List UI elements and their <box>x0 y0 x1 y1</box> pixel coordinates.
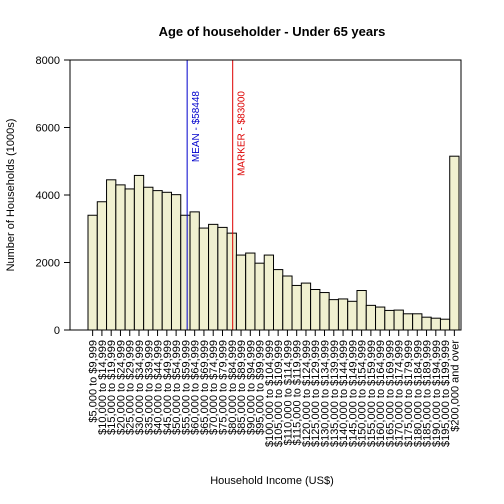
y-tick-label: 8000 <box>36 55 60 67</box>
x-tick-label: $30,000 to $34,999 <box>134 340 146 435</box>
x-tick-label: $25,000 to $29,999 <box>125 340 137 435</box>
plot-frame <box>69 59 462 331</box>
bar-24 <box>300 282 312 331</box>
x-tick-label: $15,000 to $19,999 <box>106 340 118 435</box>
bar-11 <box>180 214 191 331</box>
x-tick-label: $155,000 to $159,999 <box>366 340 378 447</box>
x-tick-label: $55,000 to $59,999 <box>180 340 192 435</box>
x-tick-label: $180,000 to $184,999 <box>412 340 424 447</box>
bar-14 <box>208 223 219 331</box>
bar-28 <box>337 298 349 331</box>
bar-38 <box>430 317 441 331</box>
bar-21 <box>273 269 284 331</box>
x-tick-label: $135,000 to $139,999 <box>329 340 341 447</box>
x-tick-label: $50,000 to $54,999 <box>171 340 183 435</box>
bar-17 <box>235 254 247 331</box>
bar-3 <box>106 179 117 331</box>
bar-9 <box>161 191 172 331</box>
bar-25 <box>310 289 321 331</box>
bar-39 <box>439 318 451 331</box>
x-tick-label: $190,000 to $194,999 <box>431 340 443 447</box>
x-tick-label: $200,000 and over <box>449 340 461 432</box>
x-tick-label: $35,000 to $39,999 <box>143 340 155 435</box>
bar-26 <box>319 292 330 331</box>
x-tick-label: $195,000 to $199,999 <box>440 340 452 447</box>
bar-20 <box>263 254 275 331</box>
bar-34 <box>393 309 404 331</box>
bar-8 <box>152 190 163 331</box>
chart-title: Age of householder - Under 65 years <box>159 24 386 39</box>
reference-line-label: MEAN - $58448 <box>191 91 202 163</box>
x-tick-label: $140,000 to $144,999 <box>338 340 350 447</box>
x-tick-label: $85,000 to $89,999 <box>236 340 248 435</box>
x-tick-label: $150,000 to $154,999 <box>357 340 369 447</box>
x-tick-label: $90,000 to $94,999 <box>245 340 257 435</box>
bar-15 <box>217 226 228 331</box>
x-axis: $5,000 to $9,999$10,000 to $14,999$15,00… <box>88 330 461 447</box>
x-tick-label: $60,000 to $64,999 <box>190 340 202 435</box>
x-tick-label: $120,000 to $124,999 <box>301 340 313 447</box>
bar-7 <box>143 186 154 331</box>
x-tick-label: $185,000 to $189,999 <box>422 340 434 447</box>
x-tick-label: $105,000 to $109,999 <box>273 340 285 447</box>
y-tick-label: 0 <box>54 325 60 337</box>
bar-27 <box>328 299 339 331</box>
bar-2 <box>96 201 108 331</box>
bar-37 <box>421 316 432 331</box>
x-tick-label: $45,000 to $49,999 <box>162 340 174 435</box>
bar-36 <box>412 313 423 331</box>
x-tick-label: $100,000 to $104,999 <box>264 340 276 447</box>
reference-lines-group: MEAN - $58448 MARKER - $83000 <box>186 60 248 330</box>
bar-31 <box>365 304 377 331</box>
x-tick-label: $75,000 to $79,999 <box>217 340 229 435</box>
x-tick-label: $130,000 to $134,999 <box>320 340 332 447</box>
bar-18 <box>245 252 256 331</box>
x-tick-label: $145,000 to $149,999 <box>347 340 359 447</box>
bar-13 <box>198 227 210 331</box>
x-tick-label: $160,000 to $164,999 <box>375 340 387 447</box>
x-tick-label: $70,000 to $74,999 <box>208 340 220 435</box>
x-tick-label: $110,000 to $114,999 <box>282 340 294 445</box>
bar-35 <box>402 313 414 331</box>
bar-16 <box>226 232 237 331</box>
x-tick-label: $125,000 to $129,999 <box>310 340 322 447</box>
x-tick-label: $175,000 to $179,999 <box>403 340 415 447</box>
x-tick-label: $115,000 to $119,999 <box>292 340 304 445</box>
x-tick-label: $5,000 to $9,999 <box>88 340 100 423</box>
bar-12 <box>189 211 200 331</box>
reference-line-label: MARKER - $83000 <box>237 91 248 176</box>
x-tick-label: $40,000 to $44,999 <box>153 340 165 435</box>
bar-33 <box>384 309 395 331</box>
y-axis-title: Number of Households (1000s) <box>5 119 17 272</box>
x-tick-label: $95,000 to $99,999 <box>255 340 267 435</box>
bar-29 <box>347 300 358 331</box>
x-axis-title: Household Income (US$) <box>210 475 334 487</box>
bar-23 <box>291 284 302 331</box>
y-axis: 0 2000 4000 6000 8000 <box>36 55 71 337</box>
bar-1 <box>87 214 98 331</box>
bars-group <box>87 155 460 331</box>
y-tick-label: 6000 <box>36 123 60 135</box>
x-tick-label: $65,000 to $69,999 <box>199 340 211 435</box>
y-tick-label: 2000 <box>36 258 60 270</box>
bar-6 <box>133 174 145 331</box>
bar-19 <box>254 262 265 331</box>
bar-10 <box>170 194 182 331</box>
bar-32 <box>375 306 386 331</box>
bar-22 <box>282 275 293 331</box>
x-tick-label: $165,000 to $169,999 <box>384 340 396 447</box>
y-tick-label: 4000 <box>36 190 60 202</box>
x-tick-label: $80,000 to $84,999 <box>227 340 239 435</box>
bar-30 <box>356 290 367 331</box>
x-tick-label: $10,000 to $14,999 <box>97 340 109 435</box>
bar-4 <box>115 184 126 331</box>
x-tick-label: $170,000 to $174,999 <box>394 340 406 447</box>
bar-5 <box>124 188 135 331</box>
x-tick-label: $20,000 to $24,999 <box>115 340 127 435</box>
bar-40 <box>449 155 460 331</box>
